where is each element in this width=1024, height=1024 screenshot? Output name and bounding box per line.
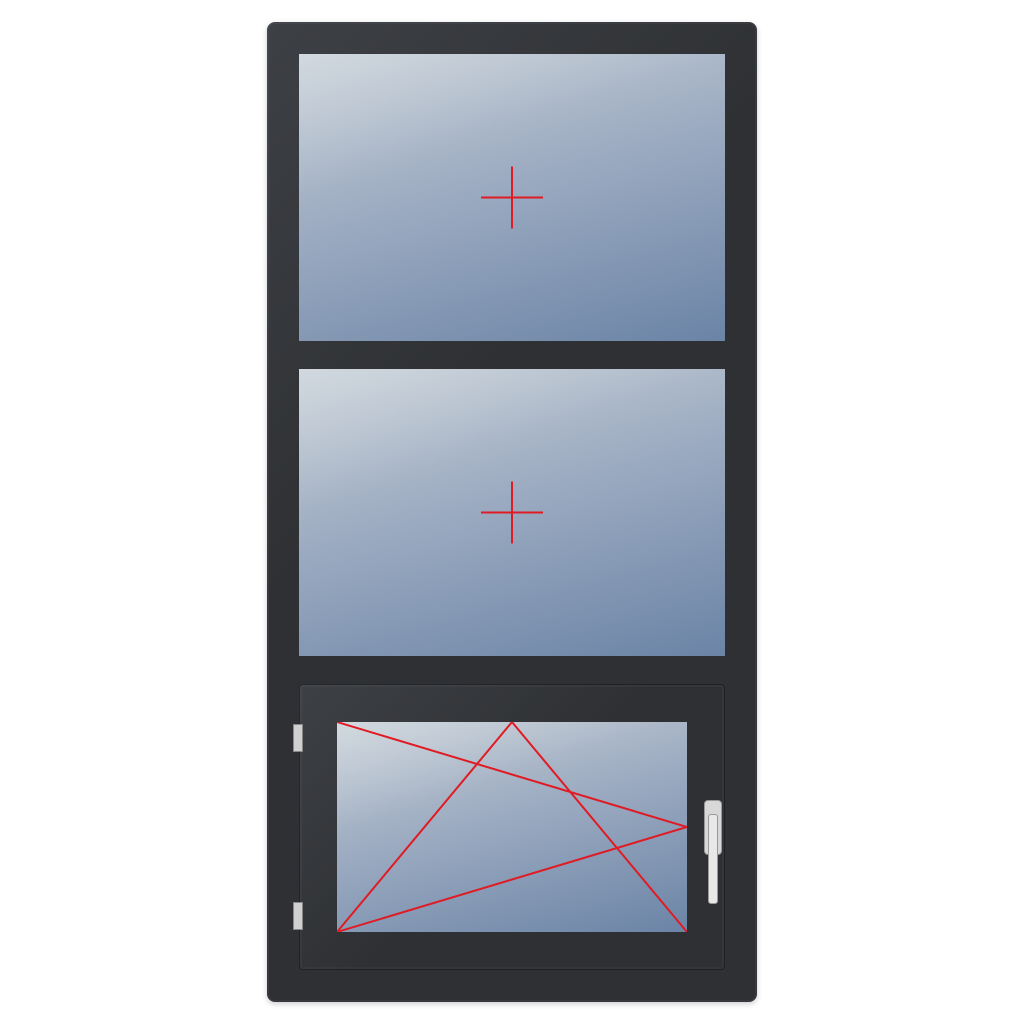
glass-pane — [299, 54, 725, 341]
pane-bottom-tilt-turn — [299, 684, 725, 970]
hinge-icon — [293, 724, 303, 752]
pane-middle-fixed — [299, 369, 725, 656]
window-frame — [267, 22, 757, 1002]
hinge-icon — [293, 902, 303, 930]
glass-pane — [337, 722, 687, 932]
handle-lever-icon — [708, 814, 718, 904]
glass-pane — [299, 369, 725, 656]
pane-top-fixed — [299, 54, 725, 341]
